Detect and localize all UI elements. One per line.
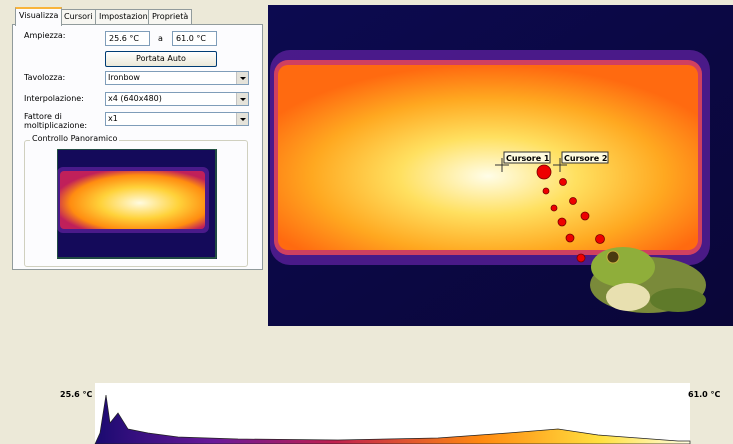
dot bbox=[576, 253, 586, 263]
pan-preview[interactable] bbox=[57, 149, 217, 259]
cursor-marks bbox=[495, 158, 567, 172]
dot bbox=[595, 234, 605, 244]
dropdown-value: x1 bbox=[108, 114, 118, 123]
frog bbox=[590, 247, 706, 313]
dot bbox=[580, 211, 590, 221]
dropdown-arrow[interactable] bbox=[236, 72, 248, 84]
tab[interactable]: Cursori bbox=[60, 9, 97, 24]
histogram-min-label: 25.6 °C bbox=[60, 390, 93, 399]
text-input[interactable]: 61.0 °C bbox=[172, 31, 217, 46]
preview-frame bbox=[57, 149, 217, 259]
frog-belly bbox=[606, 283, 650, 311]
frog-leg bbox=[650, 288, 706, 312]
dropdown[interactable]: x4 (640x480) bbox=[105, 92, 249, 106]
histogram-plot bbox=[95, 383, 690, 444]
cursor-label[interactable]: Cursore 1 bbox=[506, 154, 550, 163]
cursor-label-box bbox=[561, 151, 609, 164]
label: moltiplicazione: bbox=[24, 121, 88, 130]
tab[interactable]: Impostazioni bbox=[95, 9, 154, 24]
histogram-curve bbox=[94, 394, 691, 444]
dot bbox=[559, 178, 567, 186]
label: a bbox=[158, 34, 163, 43]
dropdown-value: Ironbow bbox=[108, 73, 140, 82]
dropdown-arrow[interactable] bbox=[236, 93, 248, 105]
label: Tavolozza: bbox=[24, 73, 66, 82]
label: Ampiezza: bbox=[24, 31, 66, 40]
button[interactable]: Portata Auto bbox=[105, 51, 217, 67]
tab[interactable]: Visualizza bbox=[15, 7, 63, 26]
dropdown[interactable]: x1 bbox=[105, 112, 249, 126]
label: Interpolazione: bbox=[24, 94, 84, 103]
dot bbox=[542, 187, 550, 195]
dot bbox=[550, 204, 558, 212]
thermal-view: Cursore 1 Cursore 2 bbox=[268, 5, 733, 326]
dot bbox=[557, 217, 567, 227]
text-input[interactable]: 25.6 °C bbox=[105, 31, 150, 46]
histogram-max-label: 61.0 °C bbox=[688, 390, 721, 399]
dropdown-value: x4 (640x480) bbox=[108, 94, 162, 103]
dot bbox=[565, 233, 575, 243]
dots bbox=[536, 164, 605, 263]
label: Fattore di bbox=[24, 112, 62, 121]
dropdown[interactable]: Ironbow bbox=[105, 71, 249, 85]
group-title: Controllo Panoramico bbox=[30, 134, 120, 143]
dot bbox=[569, 197, 577, 205]
group-box bbox=[24, 140, 248, 267]
histogram: 25.6 °C 61.0 °C bbox=[38, 383, 733, 444]
dot bbox=[536, 164, 552, 180]
tab[interactable]: Proprietà bbox=[148, 9, 193, 24]
frog-head bbox=[591, 247, 655, 287]
preview-blob bbox=[60, 171, 205, 229]
cursor-label[interactable]: Cursore 2 bbox=[564, 154, 608, 163]
frog-eye bbox=[606, 250, 620, 264]
cursor-label-box bbox=[503, 151, 551, 164]
dropdown-arrow[interactable] bbox=[236, 113, 248, 125]
thermal-blob bbox=[278, 65, 698, 250]
